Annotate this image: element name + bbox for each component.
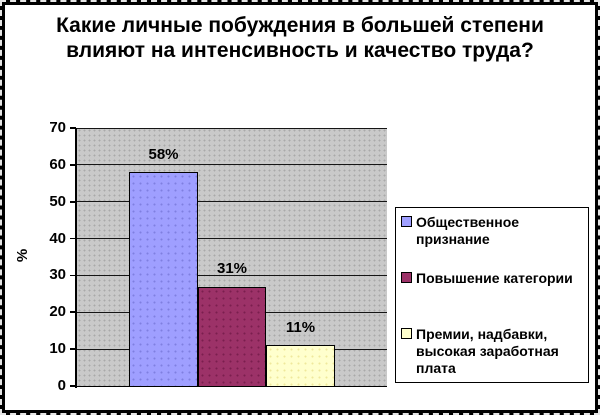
gridline-50 [77,201,387,203]
y-tick-30 [70,274,76,277]
gridline-30 [77,274,387,276]
legend-item-2: Повышение категории [401,270,583,287]
bar-value-label-2: 31% [216,260,248,278]
y-tick-50 [70,200,76,203]
y-tick-label-40: 40 [49,229,66,247]
y-tick-label-0: 0 [57,377,66,394]
legend: Общественное признание Повышение категори… [395,207,589,383]
plot-area [77,127,387,386]
y-tick-label-20: 20 [49,303,66,321]
legend-label-3: Премии, надбавки, высокая заработная пла… [416,326,559,376]
y-tick-label-70: 70 [49,119,66,136]
bar-series-3 [266,345,335,386]
y-tick-40 [70,237,76,240]
y-tick-label-10: 10 [49,340,66,358]
gridline-60 [77,164,387,166]
legend-label-1: Общественное признание [416,214,520,247]
y-tick-20 [70,311,76,314]
bar-value-label-3: 11% [285,319,316,337]
legend-swatch-icon-3 [401,328,412,339]
gridline-40 [77,238,387,240]
y-axis-title: % [14,248,32,263]
gridline-70 [77,127,387,129]
legend-swatch-icon-1 [401,216,412,227]
legend-swatch-icon-2 [401,272,412,283]
legend-label-2: Повышение категории [416,270,573,286]
x-axis-line [71,385,387,388]
y-tick-label-50: 50 [49,192,66,210]
bar-series-1 [129,172,198,386]
bar-value-label-1: 58% [148,146,179,164]
bar-series-2 [197,286,267,386]
y-tick-60 [70,164,76,166]
y-tick-10 [70,348,76,350]
chart-title: Какие личные побуждения в большей степен… [56,14,544,62]
y-tick-0 [70,385,76,387]
y-tick-label-30: 30 [49,266,66,284]
legend-item-1: Общественное признание [401,214,583,248]
legend-item-3: Премии, надбавки, высокая заработная пла… [401,326,583,377]
y-tick-70 [70,127,76,129]
y-tick-label-60: 60 [49,155,66,173]
y-axis-line [75,128,77,388]
